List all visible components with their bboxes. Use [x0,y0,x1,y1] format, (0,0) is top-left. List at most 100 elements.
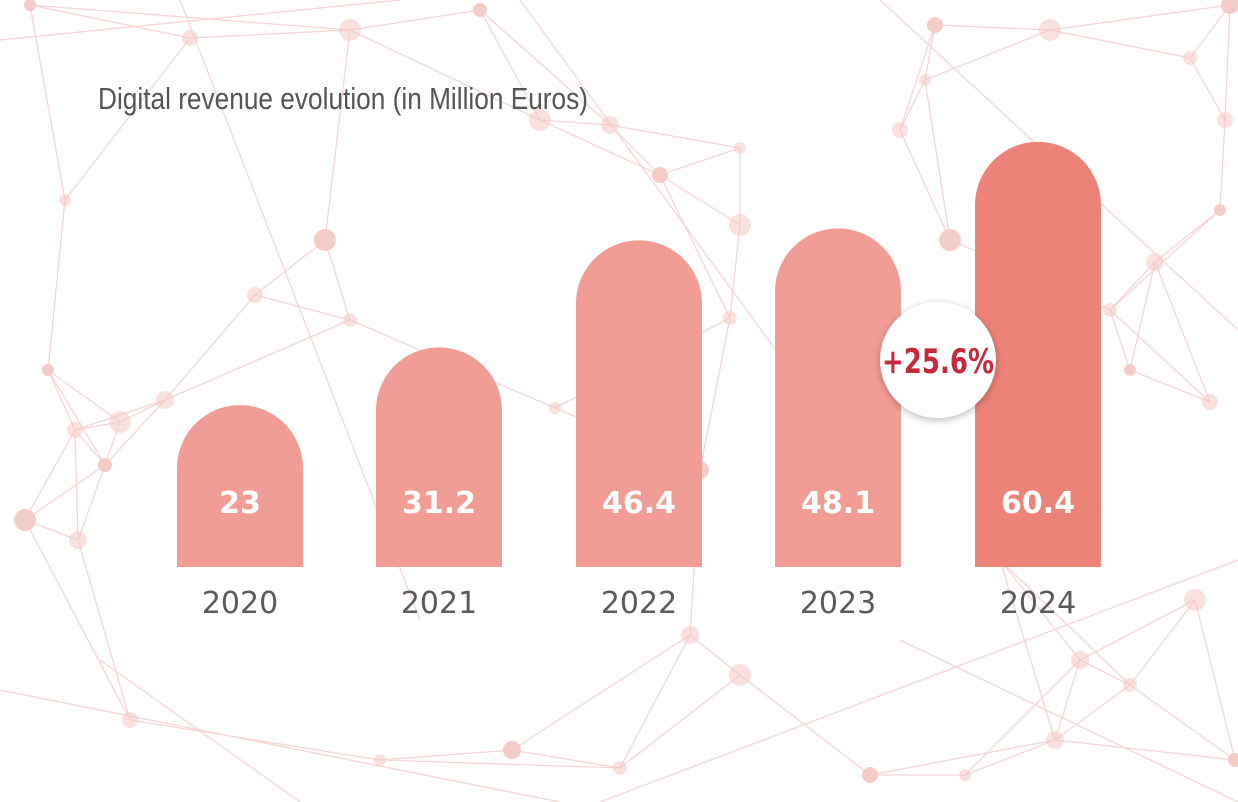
network-node [42,364,54,376]
network-line [349,9,481,31]
growth-badge: +25.6% [880,302,996,418]
growth-badge-circle [880,302,996,418]
network-line [47,369,121,423]
network-line [1154,261,1211,403]
network-line [924,79,951,241]
network-line [64,37,191,201]
network-line [324,29,351,241]
network-node [339,19,361,41]
network-line [659,174,731,319]
network-line [24,464,106,521]
network-line [1129,599,1196,686]
network-node [503,741,521,759]
network-line [189,29,351,39]
network-line [659,147,741,176]
network-line [29,4,191,39]
network-line [1219,119,1226,211]
network-node [927,17,943,33]
network-line [0,0,401,41]
network-line [511,749,621,769]
network-node [959,769,971,781]
network-line [24,519,131,721]
network-line [29,4,66,201]
network-node [681,626,699,644]
network-node [729,664,751,686]
network-line [47,369,76,431]
network-node [529,109,551,131]
value-label-2022: 46.4 [602,486,676,521]
network-line [1079,659,1131,686]
network-line [1109,309,1211,403]
network-line [1109,309,1131,371]
value-label-2024: 60.4 [1001,486,1075,521]
network-line [379,759,621,769]
network-line [1189,4,1231,59]
network-line [1109,261,1156,311]
network-line [924,24,936,81]
category-label-2020: 2020 [202,586,278,621]
bars-layer: 23 2020 31.2 2021 46.4 2022 48.1 2023 60.4 2024 [177,141,1101,621]
network-line [934,24,1051,31]
network-node [652,167,668,183]
network-line [511,634,691,751]
bar-2022 [576,240,702,568]
network-node [1184,589,1206,611]
network-line [24,429,76,521]
network-node [314,229,336,251]
network-line [1049,29,1191,59]
network-node [24,0,36,11]
network-node [374,754,386,766]
network-line [0,689,561,802]
network-line [324,239,351,321]
network-line [1129,684,1236,761]
network-node [919,74,931,86]
network-line [659,174,741,226]
network-node [1103,303,1117,317]
network-node [156,391,174,409]
network-node [98,458,112,472]
network-line [899,129,951,241]
bar-2024 [975,141,1101,568]
network-node [247,287,263,303]
network-node [892,122,908,138]
bar-2023 [775,228,901,567]
network-node [1183,51,1197,65]
network-line [609,124,741,149]
network-line [999,559,1081,661]
network-line [47,199,66,371]
network-line [964,659,1081,776]
network-line [899,79,926,131]
bar-2021 [376,347,502,567]
network-line [729,224,741,319]
network-line [1154,209,1221,263]
network-node [862,767,878,783]
network-line [899,24,936,131]
network-nodes [14,0,1238,783]
network-line [1224,4,1231,121]
network-line [1129,369,1211,403]
category-label-2021: 2021 [401,586,477,621]
network-line [77,464,106,541]
network-line [164,319,351,401]
growth-percentage: +25.6% [882,342,994,382]
value-label-2020: 23 [219,486,261,521]
network-line [1049,4,1231,31]
category-label-2022: 2022 [601,586,677,621]
category-label-2023: 2023 [800,586,876,621]
network-line [964,739,1056,776]
network-line [479,9,541,121]
category-label-2024: 2024 [1000,586,1076,621]
bar-2020 [177,405,303,567]
network-line [254,294,351,321]
value-label-2021: 31.2 [402,486,476,521]
network-node [723,311,737,325]
network-node [1039,19,1061,41]
network-line [129,719,381,761]
network-node [734,142,746,154]
network-line [349,29,541,121]
network-node [1217,112,1233,128]
network-line [609,124,661,176]
network-line [899,639,1238,802]
